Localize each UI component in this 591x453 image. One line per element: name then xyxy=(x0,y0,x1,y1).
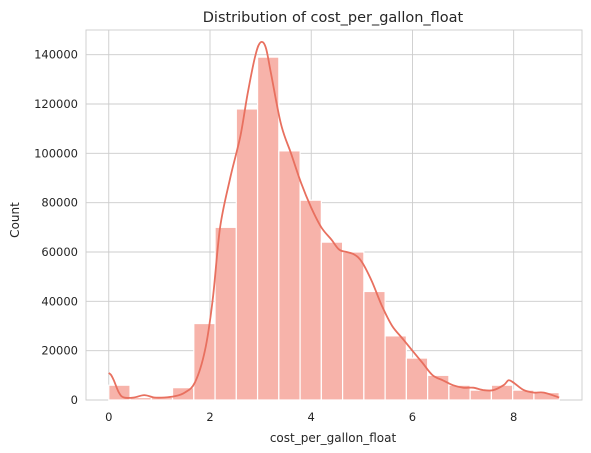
y-tick-label: 0 xyxy=(71,393,78,407)
y-tick-label: 140000 xyxy=(34,48,78,62)
histogram-bar xyxy=(256,56,280,401)
x-tick-label: 2 xyxy=(206,410,213,424)
y-tick-label: 80000 xyxy=(41,196,78,210)
y-tick-labels: 0 20000 40000 60000 80000 100000 120000 140000 xyxy=(34,48,78,407)
x-tick-label: 4 xyxy=(308,410,315,424)
histogram-bar xyxy=(490,384,514,401)
x-tick-labels: 0 2 4 6 8 xyxy=(105,410,517,424)
histogram-bar xyxy=(278,150,301,401)
histogram-bar xyxy=(320,241,344,401)
histogram-bar xyxy=(214,226,237,401)
histogram-bar xyxy=(299,199,322,401)
histogram-bar xyxy=(235,108,259,401)
histogram-bar xyxy=(342,251,365,401)
kde-curve xyxy=(108,40,560,399)
y-tick-label: 40000 xyxy=(41,294,78,308)
bars-layer xyxy=(108,56,560,401)
x-tick-label: 6 xyxy=(409,410,416,424)
y-tick-label: 60000 xyxy=(41,245,78,259)
y-tick-label: 100000 xyxy=(34,146,78,160)
x-axis-label: cost_per_gallon_float xyxy=(270,431,397,445)
histogram-bar xyxy=(193,322,216,401)
y-tick-label: 120000 xyxy=(34,97,78,111)
chart-title: Distribution of cost_per_gallon_float xyxy=(203,10,464,26)
x-tick-label: 0 xyxy=(105,410,112,424)
x-tick-label: 8 xyxy=(510,410,517,424)
histogram-bar xyxy=(469,389,493,401)
y-tick-label: 20000 xyxy=(41,344,78,358)
histogram-bar xyxy=(384,335,407,401)
y-axis-label: Count xyxy=(8,202,22,238)
grid-layer xyxy=(85,29,583,401)
